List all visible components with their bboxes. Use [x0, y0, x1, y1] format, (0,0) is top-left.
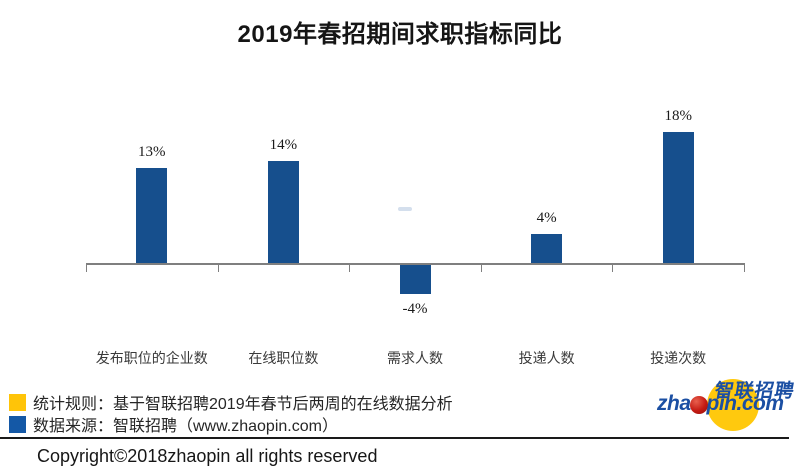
category-label: 发布职位的企业数 [95, 350, 208, 366]
logo-latin-suffix: pin.com [706, 392, 785, 415]
legend-item-label: 数据来源：智联招聘（www.zhaopin.com） [33, 418, 338, 435]
axis-tick [86, 263, 87, 272]
bar-value-label: -4% [402, 301, 428, 318]
chart-title: 2019年春招期间求职指标同比 [237, 21, 563, 48]
axis-tick [744, 263, 745, 272]
logo-yellow-circle-icon [707, 379, 759, 431]
bar-value-label: 14% [269, 136, 298, 153]
x-axis [86, 263, 744, 265]
bar [136, 168, 168, 263]
logo-latin-text: zha pin.com [657, 392, 784, 416]
category-label: 投递人数 [518, 350, 575, 366]
legend-item-label: 统计规则：基于智联招聘2019年春节后两周的在线数据分析 [33, 396, 453, 413]
bar [531, 233, 563, 263]
bar [267, 160, 299, 263]
footer-divider [0, 437, 789, 439]
chart-plot: 13% 发布职位的企业数 14% 在线职位数 -4% 需求人数 4% 投递人数 18% 投递次数 [86, 107, 745, 366]
category-label: 在线职位数 [248, 350, 319, 366]
axis-tick [349, 263, 351, 272]
bar-value-label: 4% [536, 209, 557, 226]
legend-item-source: 数据来源：智联招聘（www.zhaopin.com） [9, 413, 453, 435]
legend-item-rules: 统计规则：基于智联招聘2019年春节后两周的在线数据分析 [9, 391, 453, 413]
zhaopin-logo: 智联招聘 zha pin.com [650, 372, 800, 434]
blue-swatch-icon [9, 415, 26, 433]
axis-tick [480, 263, 482, 272]
yellow-swatch-icon [9, 393, 26, 411]
category-label: 投递次数 [650, 350, 707, 366]
axis-tick [612, 263, 614, 272]
legend: 统计规则：基于智联招聘2019年春节后两周的在线数据分析 数据来源：智联招聘（w… [9, 391, 453, 435]
category-label: 需求人数 [387, 350, 443, 366]
ghost-artifact [398, 207, 412, 211]
bar-value-label: 13% [138, 144, 166, 161]
bar [662, 131, 694, 263]
logo-latin-prefix: zha [657, 392, 691, 415]
axis-tick [217, 263, 219, 272]
copyright-text: Copyright©2018zhaopin all rights reserve… [37, 446, 378, 466]
bar [399, 265, 431, 295]
bar-value-label: 18% [664, 107, 692, 124]
logo-red-ball-icon [689, 396, 708, 414]
